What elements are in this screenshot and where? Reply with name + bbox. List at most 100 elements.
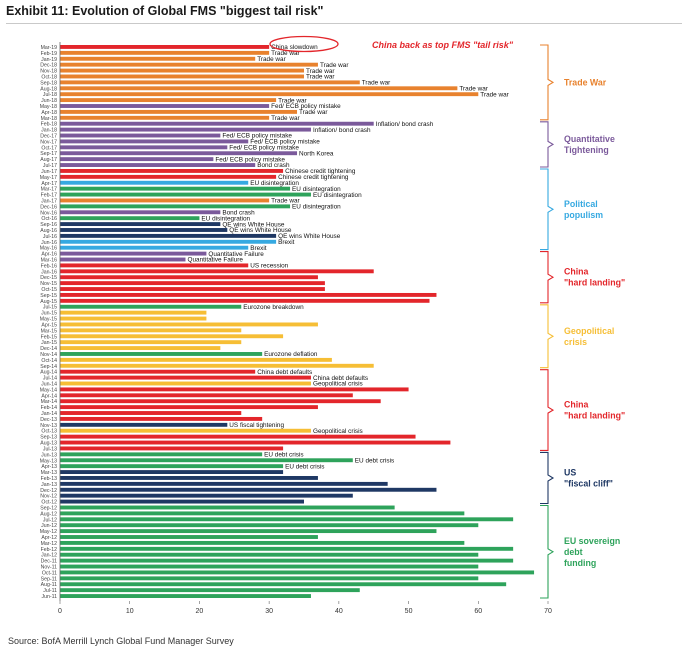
month-label: Jun-15 xyxy=(41,311,57,317)
bar-annotation: EU disintegration xyxy=(313,192,362,199)
month-label: May-14 xyxy=(40,387,57,393)
bar-annotation: Inflation/ bond crash xyxy=(313,127,371,134)
bar-annotation: Geopolitical crisis xyxy=(313,428,363,435)
group-label: Trade War xyxy=(564,77,607,87)
bar-may-13 xyxy=(60,458,353,463)
group-bracket xyxy=(540,369,555,451)
month-label: Feb-17 xyxy=(41,193,58,199)
month-label: Jul-15 xyxy=(43,305,57,311)
bar-may-17 xyxy=(60,174,277,179)
month-label: Oct-15 xyxy=(41,287,57,293)
bar-apr-15 xyxy=(60,322,318,327)
bar-may-15 xyxy=(60,316,207,321)
month-label: Dec-13 xyxy=(40,417,57,423)
bar-sep-15 xyxy=(60,292,437,297)
month-label: Sep-12 xyxy=(40,505,57,511)
annotations-layer: China slowdown Trade war Trade war Trade wa… xyxy=(187,44,509,470)
bar-nov-14 xyxy=(60,352,263,356)
bar-oct-13 xyxy=(60,428,311,433)
month-label: Apr-15 xyxy=(41,322,57,328)
bar-jun-18 xyxy=(60,98,277,103)
month-label: Dec-14 xyxy=(40,346,57,352)
bar-annotation: QE wins White House xyxy=(222,221,285,228)
bar-dec-16 xyxy=(60,204,291,209)
bar-annotation: EU disintegration xyxy=(292,204,341,211)
x-tick-label: 60 xyxy=(474,608,482,615)
bar-annotation: EU disintegration xyxy=(201,215,250,222)
month-label: Apr-14 xyxy=(41,393,57,399)
month-label: May-12 xyxy=(40,529,57,535)
group-bracket xyxy=(540,451,555,505)
month-label: Oct-16 xyxy=(41,216,57,222)
month-label: Jun-13 xyxy=(41,452,57,458)
month-label: Nov-15 xyxy=(40,281,57,287)
bar-nov-13 xyxy=(60,422,228,427)
bar-annotation: Geopolitical crisis xyxy=(313,381,363,388)
bar-feb-19 xyxy=(60,50,270,55)
bar-apr-12 xyxy=(60,535,318,539)
bar-feb-16 xyxy=(60,263,249,268)
bar-annotation: Bond crash xyxy=(257,162,290,169)
month-label: Aug-16 xyxy=(40,228,57,234)
month-label: Aug-13 xyxy=(40,441,57,447)
bar-oct-16 xyxy=(60,216,200,221)
bar-may-16 xyxy=(60,245,249,250)
bar-jan-19 xyxy=(60,56,256,61)
bar-oct-17 xyxy=(60,145,228,150)
bar-aug-17 xyxy=(60,157,214,162)
bar-apr-17 xyxy=(60,180,249,185)
month-label: Sep-11 xyxy=(41,576,57,582)
bar-annotation: EU disintegration xyxy=(250,180,299,187)
month-label: Sep-13 xyxy=(40,435,57,441)
month-label: Sep-14 xyxy=(40,364,57,370)
bar-jul-13 xyxy=(60,446,284,451)
month-label: Jan-18 xyxy=(41,128,57,134)
group-label: Geopolitical crisis xyxy=(564,326,614,347)
bar-annotation: Chinese credit tightening xyxy=(285,168,356,175)
bar-jun-17 xyxy=(60,168,284,173)
group-label: Quantitative Tightening xyxy=(564,134,615,155)
month-label: Oct-11 xyxy=(42,570,57,576)
bar-mar-16 xyxy=(60,257,186,262)
bar-jan-18 xyxy=(60,127,311,132)
month-label: Jul-16 xyxy=(43,234,57,240)
bar-annotation: China slowdown xyxy=(271,44,318,51)
bar-annotation: EU debt crisis xyxy=(285,463,324,470)
bar-annotation: Eurozone breakdown xyxy=(243,304,304,311)
bar-sep-11 xyxy=(60,576,479,581)
bar-aug-12 xyxy=(60,511,465,516)
bar-annotation: Eurozone deflation xyxy=(264,351,318,358)
month-label: Jan-16 xyxy=(41,269,57,275)
month-label: Jul-18 xyxy=(43,92,57,98)
bar-annotation: Trade war xyxy=(271,115,300,122)
bar-jul-14 xyxy=(60,375,311,380)
bar-annotation: Fed/ ECB policy mistake xyxy=(222,133,292,140)
bar-annotation: Fed/ ECB policy mistake xyxy=(271,103,341,110)
month-label: Nov-11 xyxy=(41,565,57,571)
bar-annotation: US recession xyxy=(250,263,288,270)
x-tick-label: 20 xyxy=(196,608,204,615)
bar-annotation: US fiscal tightening xyxy=(229,422,284,429)
bar-may-14 xyxy=(60,387,409,392)
bar-annotation: Fed/ ECB policy mistake xyxy=(250,139,320,146)
bar-annotation: Trade war xyxy=(320,62,349,69)
month-label: Mar-18 xyxy=(41,116,58,122)
month-label: Feb-15 xyxy=(41,334,58,340)
bar-dec-13 xyxy=(60,416,263,421)
month-label: Oct-17 xyxy=(41,145,57,151)
bar-annotation: Trade war xyxy=(271,198,300,205)
bar-feb-17 xyxy=(60,192,311,197)
bar-nov-12 xyxy=(60,493,353,498)
bar-mar-15 xyxy=(60,328,242,333)
month-label: May-16 xyxy=(40,246,57,252)
group-bracket xyxy=(540,251,555,304)
month-label: Aug-18 xyxy=(40,86,57,92)
group-label: China "hard landing" xyxy=(564,267,625,288)
month-label: Dec-12 xyxy=(40,488,57,494)
bar-aug-16 xyxy=(60,228,228,232)
bar-oct-14 xyxy=(60,357,332,362)
month-label: May-15 xyxy=(40,317,57,323)
bar-feb-12 xyxy=(60,546,514,551)
bar-apr-18 xyxy=(60,109,298,114)
month-label: Mar-12 xyxy=(41,541,58,547)
